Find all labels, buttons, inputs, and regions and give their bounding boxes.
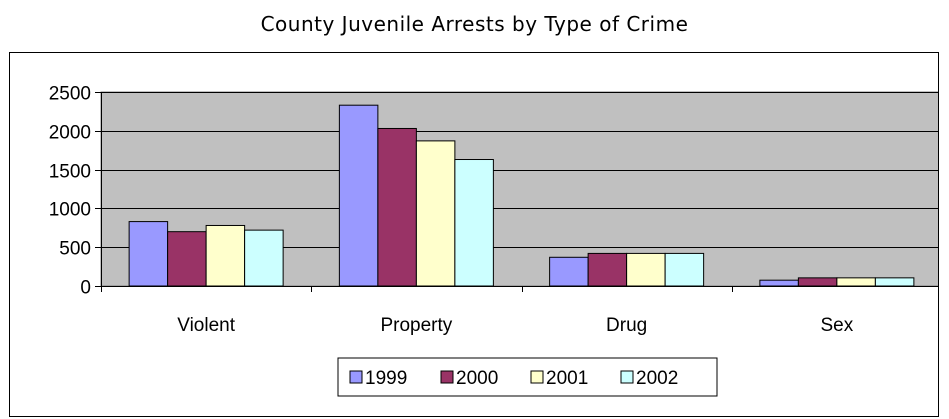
y-tick-label-2000: 2000 bbox=[49, 123, 91, 144]
chart-area: 0 500 1000 1500 2000 2500 Violent Property Drug S… bbox=[9, 52, 939, 417]
x-tick-label-drug: Drug bbox=[606, 315, 647, 336]
bar-violent-2002 bbox=[244, 229, 284, 287]
legend-label-2001: 2001 bbox=[546, 368, 588, 389]
y-tick-label-500: 500 bbox=[59, 239, 91, 260]
x-tick-label-property: Property bbox=[380, 315, 452, 336]
y-tick-label-1500: 1500 bbox=[49, 162, 91, 183]
bar-drug-2002 bbox=[664, 252, 705, 287]
bar-property-2000 bbox=[377, 127, 417, 287]
x-tick-label-sex: Sex bbox=[821, 315, 854, 336]
bar-violent-1999 bbox=[128, 221, 169, 287]
chart-title: County Juvenile Arrests by Type of Crime bbox=[260, 12, 689, 36]
bar-sex-2000 bbox=[797, 277, 838, 287]
legend-swatch-1999 bbox=[349, 370, 363, 384]
bar-property-2001 bbox=[415, 140, 456, 287]
bar-drug-2001 bbox=[626, 252, 666, 287]
y-tick-label-0: 0 bbox=[80, 278, 91, 299]
bar-drug-2000 bbox=[587, 252, 628, 287]
bar-property-2002 bbox=[454, 159, 494, 287]
legend bbox=[337, 357, 718, 397]
legend-label-1999: 1999 bbox=[365, 368, 407, 389]
bar-chart: 0 500 1000 1500 2000 2500 Violent Property Drug S… bbox=[49, 84, 938, 397]
bar-sex-2001 bbox=[836, 277, 876, 287]
bar-violent-2001 bbox=[205, 224, 246, 287]
bar-sex-2002 bbox=[874, 277, 915, 287]
bar-violent-2000 bbox=[167, 231, 207, 287]
bar-sex-1999 bbox=[759, 279, 799, 287]
legend-swatch-2001 bbox=[530, 370, 544, 384]
legend-label-2002: 2002 bbox=[636, 368, 678, 389]
legend-swatch-2002 bbox=[620, 370, 634, 384]
x-tick-label-violent: Violent bbox=[177, 315, 235, 336]
legend-swatch-2000 bbox=[440, 370, 454, 384]
y-tick-label-1000: 1000 bbox=[49, 200, 91, 221]
legend-label-2000: 2000 bbox=[456, 368, 498, 389]
bar-property-1999 bbox=[338, 104, 379, 287]
bar-drug-1999 bbox=[549, 256, 589, 287]
y-tick-label-2500: 2500 bbox=[49, 84, 91, 105]
